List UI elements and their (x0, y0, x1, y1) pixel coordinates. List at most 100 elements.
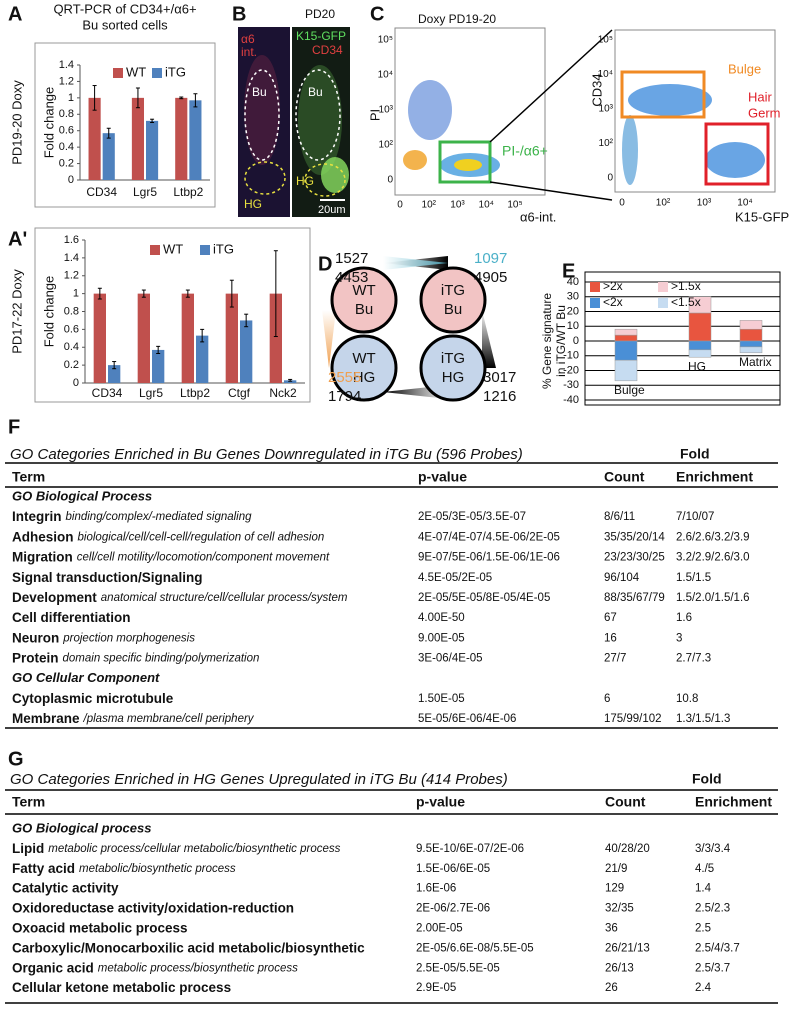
gate-label: PI-/α6+ (502, 143, 548, 159)
node-label: HG (353, 369, 376, 386)
y-tick-label: 0 (573, 335, 579, 347)
fold-enrichment: 2.5/4/3.7 (695, 942, 740, 954)
node-label: WT (352, 282, 375, 299)
legend-swatch (590, 298, 600, 308)
count: 16 (604, 632, 617, 644)
column-header: Enrichment (676, 469, 753, 485)
table-title: GO Categories Enriched in HG Genes Upreg… (10, 771, 508, 788)
fold-enrichment: 1.3/1.5/1.3 (676, 713, 730, 725)
label: int. (241, 45, 257, 59)
bar (131, 97, 144, 180)
y-tick-label: 1.2 (59, 75, 74, 87)
panel-letter: G (8, 748, 24, 770)
p-value: 1.6E-06 (416, 883, 456, 895)
outline (244, 161, 286, 195)
legend-swatch (658, 298, 668, 308)
p-value: 2.5E-05/5.5E-05 (416, 962, 500, 974)
y-tick-label: 1.2 (64, 270, 79, 282)
tick-label: 10⁵ (507, 200, 522, 211)
bar-segment (739, 346, 763, 354)
legend-label: WT (163, 241, 183, 256)
term-description: projection morphogenesis (62, 632, 195, 644)
term: Fatty acid (12, 860, 75, 875)
term: Signal transduction/Signaling (12, 569, 203, 584)
y-tick-label: 0.6 (59, 125, 74, 137)
bar (181, 293, 194, 383)
tick-label: 0 (397, 200, 403, 211)
term: Development (12, 590, 97, 605)
p-value: 4E-07/4E-07/4.5E-06/2E-05 (418, 531, 560, 543)
column-header: Count (604, 469, 645, 485)
count: 2555 (328, 369, 361, 386)
gate (620, 70, 706, 119)
p-value: 4.00E-50 (418, 612, 465, 624)
y-tick-label: 1 (73, 288, 79, 300)
count: 67 (604, 612, 617, 624)
y-tick-label: 1.4 (64, 252, 79, 264)
tissue (244, 55, 280, 165)
count: 36 (605, 923, 618, 935)
tick-label: 10² (379, 140, 394, 151)
p-value: 9.00E-05 (418, 632, 465, 644)
outline (304, 163, 346, 197)
term-cell: Integrin binding/complex/-mediated signal… (12, 509, 252, 524)
bar (102, 133, 115, 180)
label: Bu (252, 85, 267, 99)
x-tick-label: Matrix (739, 355, 772, 369)
zoom-line (489, 181, 613, 201)
legend-label: >1.5x (671, 279, 701, 293)
term: Oxoacid metabolic process (12, 920, 188, 935)
term-cell: Development anatomical structure/cell/cel… (12, 590, 348, 605)
bar-segment (688, 312, 712, 342)
column-header: Term (12, 469, 45, 485)
term-cell: Adhesion biological/cell/cell-cell/regula… (12, 529, 324, 544)
p-value: 2E-05/6.6E-08/5.5E-05 (416, 942, 534, 954)
column-header: Count (605, 794, 646, 810)
fold-enrichment: 2.4 (695, 982, 712, 994)
count: 26/13 (605, 962, 634, 974)
term-cell: Catalytic activity (12, 880, 119, 895)
x-tick-label: HG (688, 359, 706, 373)
fold-enrichment: 2.5/3.7 (695, 962, 730, 974)
tissue (321, 157, 349, 193)
term: Cell differentiation (12, 610, 131, 625)
fold-enrichment: 4./5 (695, 863, 714, 875)
fold-enrichment: 10.8 (676, 693, 698, 705)
count: 88/35/67/79 (604, 592, 665, 604)
term-cell: Cellular ketone metabolic process (12, 980, 231, 995)
x-tick-label: CD34 (86, 185, 117, 199)
term-cell: Carboxylic/Monocarboxilic acid metabolic… (12, 940, 365, 955)
label: PD20 (305, 7, 335, 21)
y-tick-label: -30 (563, 379, 579, 391)
y-tick-label: 0.4 (59, 141, 74, 153)
bar-segment (688, 340, 712, 351)
fold-enrichment: 3/3/3.4 (695, 843, 731, 855)
y-tick-label: 0 (68, 174, 74, 186)
chart-frame (584, 271, 781, 406)
tick-label: 10² (599, 138, 614, 149)
node (330, 266, 398, 334)
tick-label: 10³ (599, 104, 614, 115)
term-cell: Protein domain specific binding/polymeriz… (12, 650, 259, 665)
term: Neuron (12, 630, 59, 645)
axis-label: α6-int. (520, 209, 556, 224)
count: 1097 (474, 250, 507, 267)
tick-label: 10³ (379, 105, 394, 116)
bar (240, 320, 253, 383)
x-tick-label: Bulge (614, 383, 645, 397)
term-description: biological/cell/cell-cell/regulation of … (78, 531, 325, 543)
node-label: Bu (355, 301, 373, 318)
label: Doxy PD19-20 (418, 12, 496, 26)
cloud (403, 150, 427, 170)
fold-enrichment: 3 (676, 632, 682, 644)
count: 3017 (483, 369, 516, 386)
p-value: 2E-06/2.7E-06 (416, 903, 490, 915)
x-tick-label: CD34 (92, 386, 123, 400)
chart-frame (34, 42, 216, 208)
chart-title: Bu sorted cells (82, 17, 168, 32)
term-cell: Oxidoreductase activity/oxidation-reduct… (12, 900, 294, 915)
section-header: GO Cellular Component (12, 670, 160, 685)
legend-swatch (113, 68, 123, 78)
cloud (622, 115, 638, 185)
